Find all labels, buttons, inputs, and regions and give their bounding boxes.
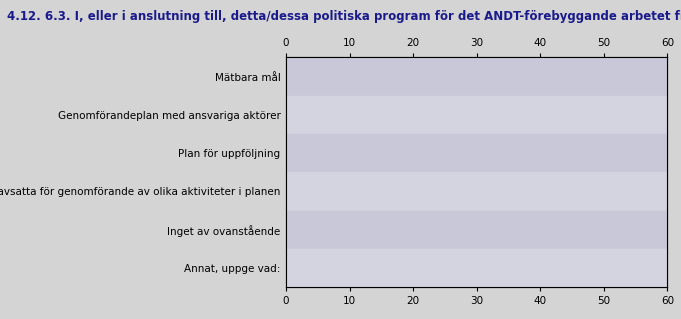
Bar [286, 60, 445, 93]
Bar [286, 172, 667, 211]
Bar [286, 175, 445, 208]
Text: 25%: 25% [354, 71, 377, 82]
Text: 50%: 50% [433, 110, 456, 120]
Text: 50%: 50% [433, 148, 456, 158]
Text: 25%: 25% [354, 225, 377, 235]
Bar [286, 96, 667, 134]
Bar [286, 57, 667, 96]
Text: 25%: 25% [354, 263, 377, 273]
Bar [286, 213, 445, 246]
Bar [286, 249, 667, 287]
Text: 4.12. 6.3. I, eller i anslutning till, detta/dessa politiska program för det AND: 4.12. 6.3. I, eller i anslutning till, d… [7, 10, 681, 23]
Bar [286, 211, 667, 249]
Bar [286, 137, 604, 169]
Bar [286, 99, 604, 131]
Bar [286, 134, 667, 172]
Text: 25%: 25% [354, 186, 377, 197]
Bar [286, 252, 445, 284]
